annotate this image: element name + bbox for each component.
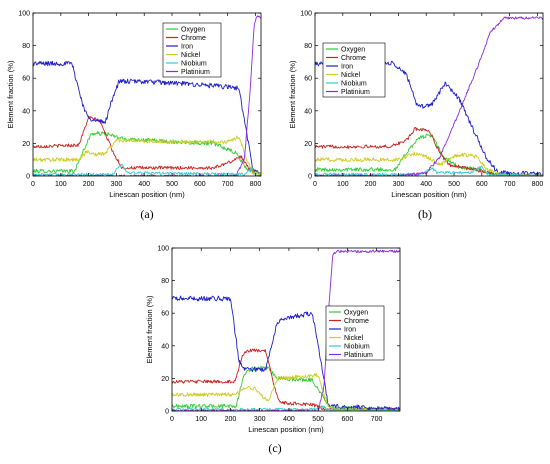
- x-tick-label: 100: [55, 181, 67, 188]
- x-tick-label: 500: [166, 181, 178, 188]
- x-tick-label: 100: [195, 416, 207, 423]
- y-tick-label: 60: [161, 311, 169, 318]
- series-line-iron: [33, 60, 261, 176]
- legend-label-oxygen: Oxygen: [341, 47, 365, 54]
- x-tick-label: 400: [420, 181, 432, 188]
- y-tick-label: 20: [161, 376, 169, 383]
- legend-label-chrome: Chrome: [341, 55, 366, 62]
- legend-label-iron: Iron: [344, 327, 356, 334]
- legend-box: [162, 22, 222, 78]
- plot-area: [33, 15, 261, 176]
- series-line-niobium: [33, 163, 261, 176]
- y-tick-label: 0: [165, 409, 169, 416]
- legend-label-platinium: Platinium: [181, 69, 210, 76]
- x-tick-label: 700: [371, 416, 383, 423]
- plot-frame: [314, 12, 544, 177]
- y-tick-label: 40: [22, 108, 30, 115]
- x-tick-label: 400: [138, 181, 150, 188]
- x-tick-label: 300: [111, 181, 123, 188]
- y-tick-label: 60: [22, 76, 30, 83]
- chart-panel-3: 0 100 200 300 400 500 600 700 0 20 40 60 80 100 Linesc…: [145, 246, 401, 455]
- y-tick-label: 0: [26, 174, 30, 181]
- legend-label-chrome: Chrome: [181, 35, 206, 42]
- x-tick-label: 600: [476, 181, 488, 188]
- x-tick-label: 200: [225, 416, 237, 423]
- series-line-nickel: [33, 135, 261, 176]
- x-tick-label: 200: [365, 181, 377, 188]
- y-axis-label: Element fraction (%): [288, 60, 297, 128]
- x-axis-label: Linescan position (nm): [391, 190, 467, 199]
- y-tick-label: 100: [18, 11, 30, 18]
- legend-box: [325, 305, 385, 361]
- x-axis-label: Linescan position (nm): [109, 190, 185, 199]
- legend-label-iron: Iron: [341, 64, 353, 71]
- legend-box: [322, 42, 386, 98]
- y-tick-label: 60: [304, 76, 312, 83]
- x-tick-label: 0: [170, 416, 174, 423]
- y-tick-label: 0: [308, 174, 312, 181]
- x-tick-label: 700: [504, 181, 516, 188]
- x-tick-label: 200: [83, 181, 95, 188]
- legend-label-oxygen: Oxygen: [344, 310, 368, 317]
- x-tick-label: 300: [393, 181, 405, 188]
- x-tick-label: 600: [342, 416, 354, 423]
- y-tick-label: 80: [304, 43, 312, 50]
- y-axis-label: Element fraction (%): [6, 60, 15, 128]
- y-tick-label: 80: [161, 278, 169, 285]
- x-tick-label: 600: [194, 181, 206, 188]
- x-tick-label: 0: [31, 181, 35, 188]
- legend-label-niobium: Niobium: [341, 81, 367, 88]
- y-tick-label: 40: [161, 343, 169, 350]
- panel-label: (c): [268, 441, 281, 455]
- panel-label: (b): [418, 207, 432, 221]
- x-tick-label: 500: [448, 181, 460, 188]
- series-line-oxygen: [172, 366, 400, 411]
- legend-label-niobium: Niobium: [344, 344, 370, 351]
- legend-label-iron: Iron: [181, 44, 193, 51]
- panel-label: (a): [140, 207, 153, 221]
- legend-label-platinium: Platinium: [344, 352, 373, 359]
- x-tick-label: 700: [222, 181, 234, 188]
- series-line-oxygen: [33, 131, 261, 176]
- chart-panel-1: 0 100 200 300 400 500 600 700 800 0 20 40 60 80 100 Lin…: [6, 11, 262, 221]
- plot-frame: [32, 12, 262, 177]
- plot-frame: [171, 247, 401, 412]
- x-tick-label: 400: [283, 416, 295, 423]
- legend-label-nickel: Nickel: [341, 72, 361, 79]
- y-tick-label: 80: [22, 43, 30, 50]
- x-tick-label: 300: [254, 416, 266, 423]
- legend-label-nickel: Nickel: [181, 52, 201, 59]
- y-tick-label: 100: [300, 11, 312, 18]
- y-tick-label: 100: [157, 246, 169, 253]
- x-tick-label: 0: [313, 181, 317, 188]
- y-axis-label: Element fraction (%): [145, 295, 154, 363]
- series-line-chrome: [33, 115, 261, 176]
- legend-label-platinium: Platinium: [341, 89, 370, 96]
- chart-panel-2: 0 100 200 300 400 500 600 700 800 0 20 40 60 80 100 Lin…: [288, 11, 544, 221]
- x-tick-label: 100: [337, 181, 349, 188]
- legend-label-oxygen: Oxygen: [181, 27, 205, 34]
- x-axis-label: Linescan position (nm): [248, 425, 324, 434]
- legend-label-chrome: Chrome: [344, 318, 369, 325]
- y-tick-label: 20: [22, 141, 30, 148]
- y-tick-label: 20: [304, 141, 312, 148]
- x-tick-label: 800: [532, 181, 544, 188]
- x-tick-label: 500: [312, 416, 324, 423]
- series-line-platinium: [172, 249, 400, 411]
- x-tick-label: 800: [250, 181, 262, 188]
- series-line-platinium: [33, 15, 261, 176]
- legend-label-nickel: Nickel: [344, 335, 364, 342]
- y-tick-label: 40: [304, 108, 312, 115]
- series-line-platinium: [315, 16, 543, 176]
- series-line-iron: [172, 295, 400, 411]
- legend-label-niobium: Niobium: [181, 61, 207, 68]
- plot-area: [172, 249, 400, 411]
